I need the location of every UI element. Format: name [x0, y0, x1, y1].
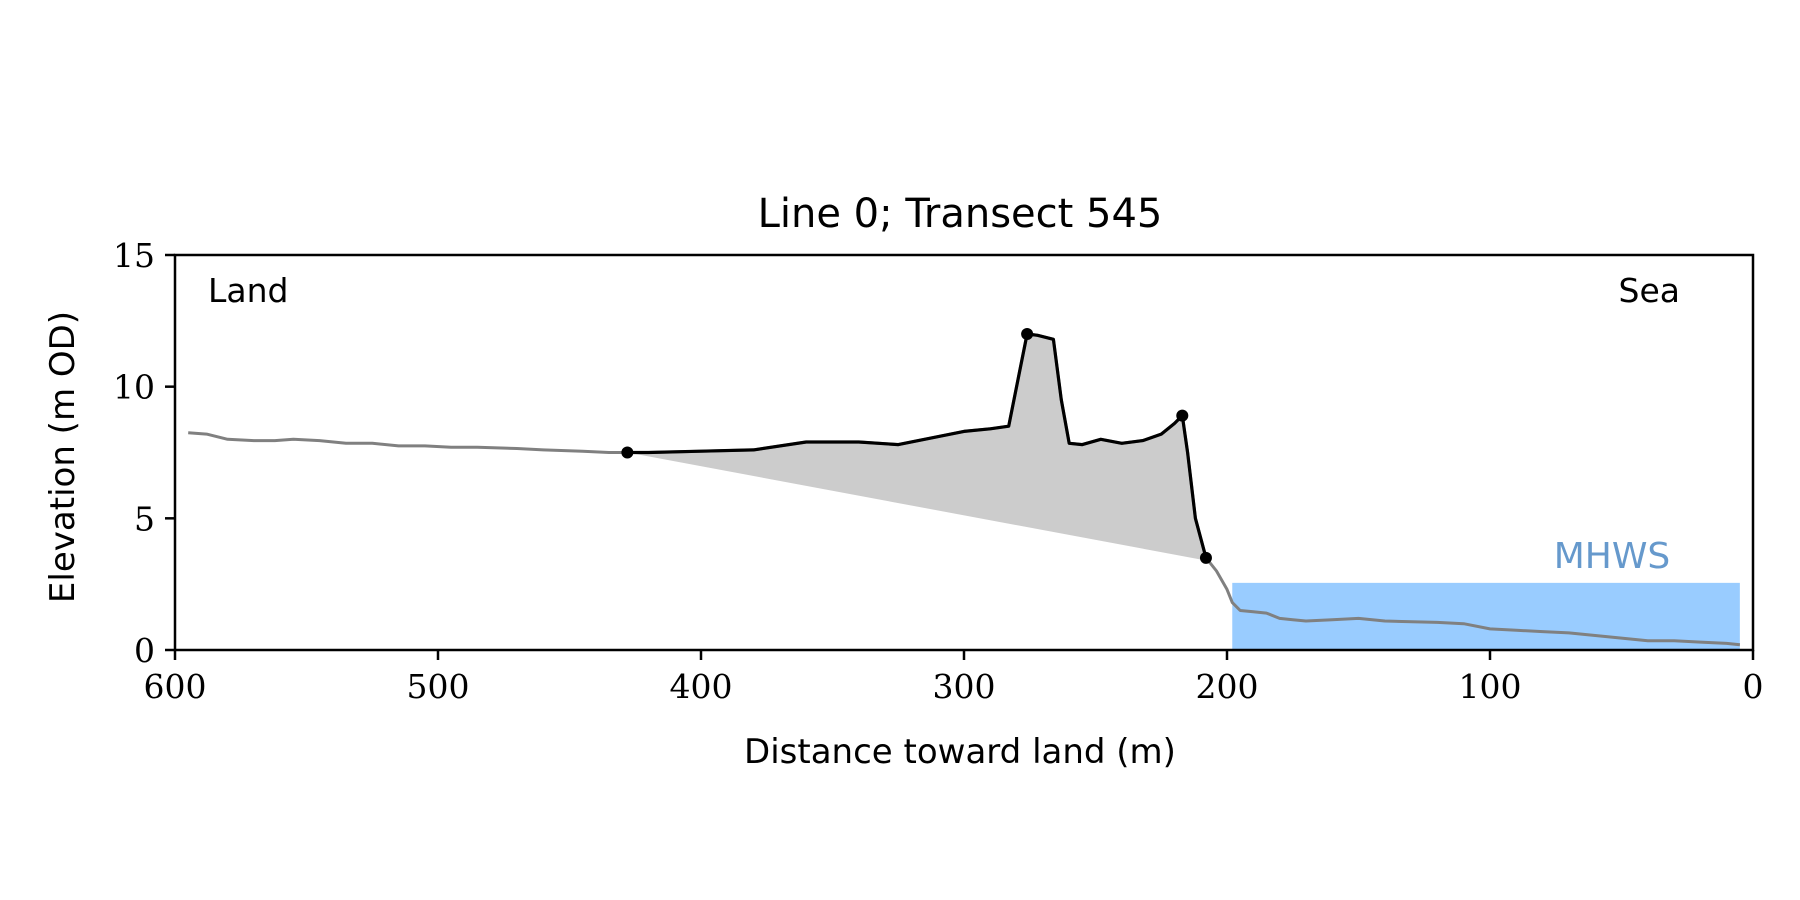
y-axis-ticks: 0 5 10 15	[113, 236, 175, 670]
y-tick-label: 5	[134, 499, 155, 538]
x-tick-label: 600	[144, 667, 207, 706]
plot-layer: MHWS	[173, 253, 1755, 652]
x-tick-label: 0	[1743, 667, 1764, 706]
x-axis-ticks: 600 500 400 300 200 100 0	[144, 650, 1764, 706]
x-axis-label: Distance toward land (m)	[744, 732, 1176, 772]
mhws-band	[1232, 582, 1740, 650]
sea-label: Sea	[1619, 271, 1680, 310]
y-tick-label: 0	[134, 631, 155, 670]
x-tick-label: 100	[1459, 667, 1522, 706]
y-axis-label: Elevation (m OD)	[43, 311, 83, 603]
y-tick-label: 10	[113, 368, 155, 407]
dune-fill-area	[627, 334, 1206, 561]
x-tick-label: 300	[933, 667, 996, 706]
x-tick-label: 500	[407, 667, 470, 706]
key-point	[621, 446, 634, 459]
x-tick-label: 200	[1196, 667, 1259, 706]
dune-section-line	[627, 332, 1208, 559]
x-tick-label: 400	[670, 667, 733, 706]
y-tick-label: 15	[113, 236, 155, 275]
mhws-label: MHWS	[1554, 536, 1671, 577]
key-point	[1199, 551, 1212, 564]
key-point	[1021, 328, 1034, 340]
chart-title: Line 0; Transect 545	[758, 191, 1163, 237]
key-point	[1176, 409, 1189, 422]
land-label: Land	[208, 271, 288, 310]
